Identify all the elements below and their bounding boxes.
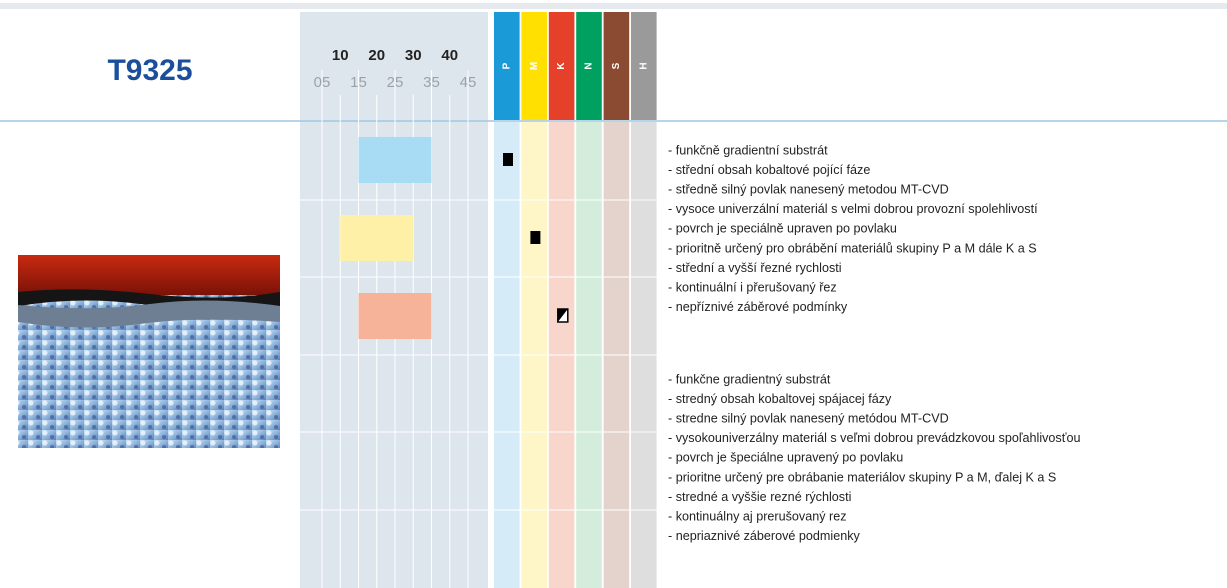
property-sk: - prioritne určený pre obrábanie materiá… bbox=[668, 470, 1056, 484]
scale-major-label: 40 bbox=[441, 47, 458, 64]
grade-sheet: T9325 P M K N S H 05 15 25 35 45 10 20 30 40 - funkčně … bbox=[0, 0, 1227, 588]
scale-minor-label: 05 bbox=[314, 74, 331, 91]
iso-label: H bbox=[638, 62, 649, 69]
property-sk: - kontinuálny aj prerušovaný rez bbox=[668, 510, 847, 524]
iso-label: M bbox=[529, 62, 540, 70]
scale-minor-label: 15 bbox=[350, 74, 367, 91]
marker bbox=[503, 153, 513, 166]
top-strip bbox=[0, 3, 1227, 9]
page: T9325 P M K N S H 05 15 25 35 45 10 20 30 40 - funkčně … bbox=[0, 0, 1227, 588]
scale-minor-label: 35 bbox=[423, 74, 440, 91]
property-cz: - vysoce univerzální materiál s velmi do… bbox=[668, 202, 1038, 216]
application-range bbox=[359, 293, 432, 339]
property-cz: - střední a vyšší řezné rychlosti bbox=[668, 261, 842, 275]
iso-label: K bbox=[556, 62, 567, 70]
property-cz: - kontinuální i přerušovaný řez bbox=[668, 281, 837, 295]
property-cz: - nepříznivé záběrové podmínky bbox=[668, 300, 848, 314]
property-sk: - nepriaznivé záberové podmienky bbox=[668, 529, 861, 543]
property-cz: - středně silný povlak nanesený metodou … bbox=[668, 183, 949, 197]
property-sk: - stredný obsah kobaltovej spájacej fázy bbox=[668, 392, 892, 406]
property-sk: - vysokouniverzálny materiál s veľmi dob… bbox=[668, 431, 1080, 445]
property-cz: - funkčně gradientní substrát bbox=[668, 143, 828, 157]
application-range bbox=[359, 137, 432, 183]
iso-label: N bbox=[584, 62, 595, 69]
property-sk: - povrch je špeciálne upravený po povlak… bbox=[668, 451, 903, 465]
property-sk: - stredne silný povlak nanesený metódou … bbox=[668, 412, 949, 426]
marker bbox=[530, 231, 540, 244]
property-sk: - stredné a vyššie rezné rýchlosti bbox=[668, 490, 851, 504]
scale-minor-label: 25 bbox=[387, 74, 404, 91]
application-range bbox=[340, 215, 413, 261]
property-cz: - povrch je speciálně upraven po povlaku bbox=[668, 222, 897, 236]
property-cz: - prioritně určený pro obrábění materiál… bbox=[668, 241, 1037, 255]
iso-label: S bbox=[611, 62, 622, 69]
coating-image bbox=[18, 255, 280, 448]
property-cz: - střední obsah kobaltové pojící fáze bbox=[668, 163, 870, 177]
scale-major-label: 30 bbox=[405, 47, 422, 64]
scale-minor-label: 45 bbox=[460, 74, 477, 91]
property-sk: - funkčne gradientný substrát bbox=[668, 372, 831, 386]
grade-name: T9325 bbox=[107, 54, 192, 87]
scale-major-label: 10 bbox=[332, 47, 349, 64]
iso-label: P bbox=[501, 62, 512, 69]
scale-major-label: 20 bbox=[368, 47, 385, 64]
